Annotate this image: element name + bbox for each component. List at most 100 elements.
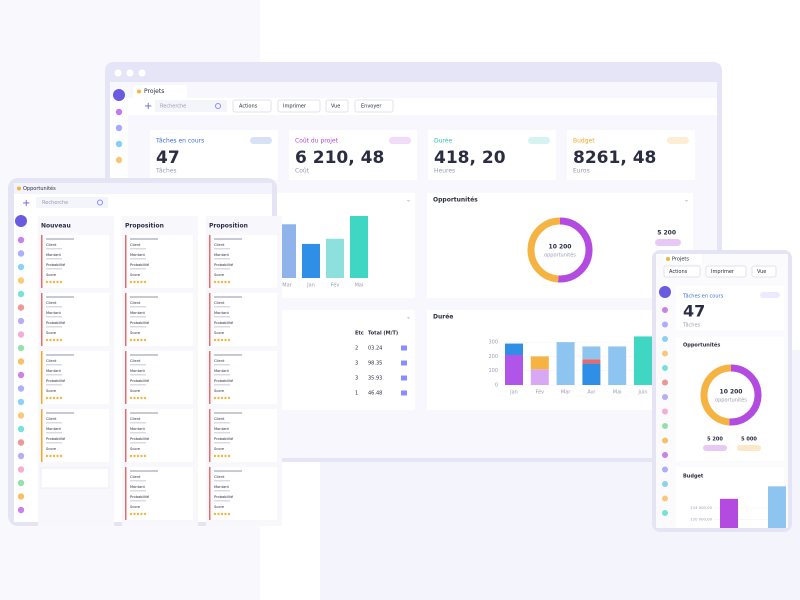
y-tick-label: 120 000,00: [690, 517, 712, 522]
toolbar-button[interactable]: [663, 265, 701, 278]
card-heading: [130, 470, 158, 472]
card-field-value: [130, 248, 146, 250]
opportunity-card[interactable]: [125, 293, 193, 346]
add-button[interactable]: +: [22, 198, 30, 209]
sidebar-icon[interactable]: [662, 408, 668, 415]
opportunity-card[interactable]: [41, 351, 109, 404]
opportunity-card[interactable]: [41, 409, 109, 462]
sidebar-icon[interactable]: [115, 108, 123, 116]
sidebar-icon[interactable]: [662, 307, 668, 313]
toolbar-button[interactable]: [354, 99, 394, 113]
bar: [326, 238, 344, 278]
sidebar-icon[interactable]: [662, 321, 668, 328]
add-button[interactable]: +: [144, 101, 152, 112]
opportunity-card[interactable]: [209, 409, 277, 462]
sidebar-icon[interactable]: [17, 304, 25, 311]
sidebar-icon[interactable]: [17, 250, 25, 257]
sidebar-icon[interactable]: [662, 423, 668, 429]
toolbar-label: Imprimer: [711, 269, 735, 275]
sidebar-icon[interactable]: [17, 358, 25, 365]
sidebar-icon[interactable]: [17, 479, 25, 487]
sidebar-icon[interactable]: [662, 336, 668, 342]
star: [140, 338, 143, 342]
row-icon[interactable]: [401, 360, 407, 366]
sidebar-icon[interactable]: [662, 466, 668, 473]
opportunity-card[interactable]: [41, 293, 109, 346]
search-field[interactable]: [36, 197, 108, 208]
tab[interactable]: [133, 85, 187, 98]
opportunity-card[interactable]: [209, 467, 277, 520]
sidebar-icon[interactable]: [662, 495, 668, 502]
chevron[interactable]: ⌄: [406, 197, 411, 204]
sidebar-icon[interactable]: [115, 156, 123, 164]
sidebar-icon[interactable]: [17, 331, 25, 338]
card-field: Montant: [214, 311, 229, 315]
sidebar-icon[interactable]: [17, 466, 25, 473]
sidebar-icon[interactable]: [662, 437, 668, 444]
search-field[interactable]: [155, 100, 227, 112]
toolbar-button[interactable]: [751, 265, 777, 278]
sidebar-icon[interactable]: [115, 124, 123, 132]
avatar[interactable]: [15, 215, 27, 227]
sidebar-icon[interactable]: [662, 365, 668, 371]
sidebar-icon[interactable]: [17, 263, 25, 271]
card-field-value: [214, 490, 230, 492]
sidebar-icon[interactable]: [115, 140, 123, 148]
sidebar-icon[interactable]: [662, 481, 668, 487]
opportunity-card[interactable]: [125, 409, 193, 462]
sidebar-icon[interactable]: [17, 385, 25, 392]
kpi-label: Tâches en cours: [682, 293, 724, 300]
card-field-value: [214, 384, 230, 386]
toolbar-button[interactable]: [232, 99, 272, 113]
sidebar-icon[interactable]: [662, 452, 668, 458]
sidebar-icon[interactable]: [17, 425, 25, 433]
opportunity-card[interactable]: [125, 235, 193, 288]
chevron[interactable]: ⌄: [406, 314, 411, 321]
sidebar-icon[interactable]: [662, 350, 668, 357]
kpi-unit: Heures: [434, 168, 455, 175]
tab-icon: [137, 89, 141, 94]
sidebar-icon[interactable]: [662, 510, 668, 516]
sidebar-icon[interactable]: [17, 371, 25, 379]
opportunity-card[interactable]: [209, 235, 277, 288]
toolbar-button[interactable]: [325, 99, 349, 113]
row-icon[interactable]: [401, 345, 407, 351]
row-icon[interactable]: [401, 375, 407, 381]
sidebar-icon[interactable]: [17, 398, 25, 406]
star: [220, 396, 224, 400]
sidebar-icon[interactable]: [662, 394, 668, 400]
tab[interactable]: [664, 254, 702, 264]
card-field-value: [130, 480, 146, 482]
sidebar-icon[interactable]: [662, 379, 668, 386]
star: [217, 454, 220, 458]
toolbar-button[interactable]: [277, 99, 321, 113]
sidebar-icon[interactable]: [17, 344, 25, 352]
sidebar-icon[interactable]: [17, 493, 25, 500]
avatar[interactable]: [113, 89, 125, 101]
avatar[interactable]: [659, 286, 671, 298]
row-icon[interactable]: [401, 390, 407, 396]
add-card[interactable]: [40, 467, 110, 489]
opportunity-card[interactable]: [125, 467, 193, 520]
sidebar-icon[interactable]: [17, 236, 25, 244]
star: [224, 454, 227, 458]
sidebar-icon[interactable]: [17, 439, 25, 446]
card-field: Probabilité: [214, 379, 234, 383]
tab-label[interactable]: Opportunités: [23, 185, 56, 192]
sidebar-icon[interactable]: [17, 277, 25, 284]
card-field: Probabilité: [46, 263, 66, 267]
card-heading: [46, 354, 74, 356]
toolbar-button[interactable]: [705, 265, 747, 278]
card-field: Score: [214, 331, 225, 335]
sidebar-icon[interactable]: [17, 317, 25, 325]
card-heading: [214, 238, 242, 240]
sidebar-icon[interactable]: [17, 290, 25, 298]
sidebar-icon[interactable]: [17, 506, 25, 514]
opportunity-card[interactable]: [209, 293, 277, 346]
opportunity-card[interactable]: [209, 351, 277, 404]
opportunity-card[interactable]: [41, 235, 109, 288]
chevron[interactable]: ⌄: [684, 197, 689, 204]
sidebar-icon[interactable]: [17, 412, 25, 419]
sidebar-icon[interactable]: [17, 452, 25, 460]
opportunity-card[interactable]: [125, 351, 193, 404]
